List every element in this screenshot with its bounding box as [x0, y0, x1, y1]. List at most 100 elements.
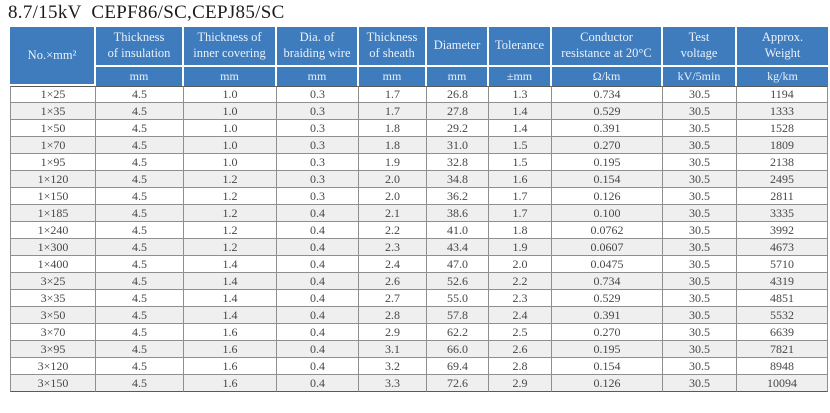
spec-value-cell: 30.5: [663, 375, 737, 392]
spec-value-cell: 0.154: [552, 171, 663, 188]
spec-value-cell: 2.0: [489, 256, 552, 273]
spec-value-cell: 4.5: [96, 273, 184, 290]
column-unit: mm: [96, 67, 184, 86]
spec-value-cell: 2.8: [489, 358, 552, 375]
spec-value-cell: 2.2: [489, 273, 552, 290]
spec-value-cell: 0.4: [277, 290, 359, 307]
spec-value-cell: 4.5: [96, 120, 184, 137]
spec-value-cell: 2.9: [489, 375, 552, 392]
spec-value-cell: 30.5: [663, 171, 737, 188]
table-row: 1×120 4.5 1.2 0.3 2.0 34.8 1.6 0.154 30.5 2495: [10, 171, 828, 188]
spec-value-cell: 1.0: [184, 137, 277, 154]
spec-value-cell: 1.5: [489, 154, 552, 171]
spec-value-cell: 1809: [737, 137, 828, 154]
spec-value-cell: 0.3: [277, 137, 359, 154]
table-row: 3×150 4.5 1.6 0.4 3.3 72.6 2.9 0.126 30.5 10094: [10, 375, 828, 392]
spec-value-cell: 2.7: [359, 290, 427, 307]
spec-value-cell: 1.0: [184, 120, 277, 137]
table-row: 3×50 4.5 1.4 0.4 2.8 57.8 2.4 0.391 30.5 5532: [10, 307, 828, 324]
spec-value-cell: 30.5: [663, 307, 737, 324]
column-header: Thickness of inner covering: [184, 27, 277, 67]
table-body: 1×25 4.5 1.0 0.3 1.7 26.8 1.3 0.734 30.5 1194 1×35…: [10, 86, 828, 392]
row-label-cell: 1×120: [10, 171, 96, 188]
table-header: No.×mm² Thickness of insulation Thickness …: [10, 27, 828, 86]
spec-value-cell: 0.3: [277, 120, 359, 137]
spec-value-cell: 2811: [737, 188, 828, 205]
spec-value-cell: 4.5: [96, 290, 184, 307]
row-label-cell: 1×240: [10, 222, 96, 239]
spec-value-cell: 0.4: [277, 358, 359, 375]
column-unit: kV/5min: [663, 67, 737, 86]
spec-value-cell: 30.5: [663, 86, 737, 103]
spec-value-cell: 0.4: [277, 324, 359, 341]
table-row: 3×95 4.5 1.6 0.4 3.1 66.0 2.6 0.195 30.5 7821: [10, 341, 828, 358]
spec-value-cell: 4.5: [96, 154, 184, 171]
spec-value-cell: 1.9: [489, 239, 552, 256]
spec-value-cell: 26.8: [427, 86, 489, 103]
spec-value-cell: 30.5: [663, 324, 737, 341]
spec-value-cell: 57.8: [427, 307, 489, 324]
spec-value-cell: 0.529: [552, 290, 663, 307]
column-unit: Ω/km: [552, 67, 663, 86]
spec-value-cell: 0.4: [277, 239, 359, 256]
spec-value-cell: 30.5: [663, 120, 737, 137]
spec-value-cell: 2.5: [489, 324, 552, 341]
spec-value-cell: 30.5: [663, 290, 737, 307]
spec-value-cell: 0.4: [277, 341, 359, 358]
spec-value-cell: 0.0762: [552, 222, 663, 239]
spec-value-cell: 1.2: [184, 239, 277, 256]
spec-value-cell: 0.3: [277, 188, 359, 205]
spec-value-cell: 1.6: [184, 324, 277, 341]
spec-value-cell: 0.734: [552, 86, 663, 103]
row-label-cell: 3×35: [10, 290, 96, 307]
spec-value-cell: 1.0: [184, 154, 277, 171]
table-row: 1×150 4.5 1.2 0.3 2.0 36.2 1.7 0.126 30.5 2811: [10, 188, 828, 205]
spec-value-cell: 7821: [737, 341, 828, 358]
spec-value-cell: 4.5: [96, 239, 184, 256]
row-label-cell: 3×50: [10, 307, 96, 324]
spec-value-cell: 72.6: [427, 375, 489, 392]
table-row: 1×25 4.5 1.0 0.3 1.7 26.8 1.3 0.734 30.5 1194: [10, 86, 828, 103]
spec-value-cell: 1.8: [359, 120, 427, 137]
spec-value-cell: 1528: [737, 120, 828, 137]
page-title: 8.7/15kV CEPF86/SC,CEPJ85/SC: [8, 2, 285, 23]
spec-value-cell: 30.5: [663, 256, 737, 273]
column-header: Approx. Weight: [737, 27, 828, 67]
spec-value-cell: 0.270: [552, 324, 663, 341]
row-label-cell: 1×70: [10, 137, 96, 154]
spec-value-cell: 2.2: [359, 222, 427, 239]
spec-value-cell: 4.5: [96, 324, 184, 341]
row-label-cell: 3×25: [10, 273, 96, 290]
row-label-cell: 1×95: [10, 154, 96, 171]
spec-value-cell: 0.100: [552, 205, 663, 222]
spec-value-cell: 4.5: [96, 188, 184, 205]
column-header: Thickness of sheath: [359, 27, 427, 67]
spec-value-cell: 1.9: [359, 154, 427, 171]
spec-value-cell: 1.5: [489, 137, 552, 154]
spec-value-cell: 0.0475: [552, 256, 663, 273]
column-header: Diameter: [427, 27, 489, 67]
spec-value-cell: 4.5: [96, 358, 184, 375]
spec-value-cell: 30.5: [663, 205, 737, 222]
row-label-cell: 1×400: [10, 256, 96, 273]
spec-value-cell: 6639: [737, 324, 828, 341]
spec-value-cell: 2.1: [359, 205, 427, 222]
column-header: Tolerance: [489, 27, 552, 67]
spec-value-cell: 2.4: [489, 307, 552, 324]
spec-value-cell: 30.5: [663, 137, 737, 154]
cable-spec-table: No.×mm² Thickness of insulation Thickness …: [10, 27, 828, 392]
spec-value-cell: 0.3: [277, 103, 359, 120]
column-unit: mm: [427, 67, 489, 86]
table-row: 1×35 4.5 1.0 0.3 1.7 27.8 1.4 0.529 30.5 1333: [10, 103, 828, 120]
spec-value-cell: 41.0: [427, 222, 489, 239]
spec-value-cell: 4.5: [96, 375, 184, 392]
spec-value-cell: 0.4: [277, 375, 359, 392]
spec-value-cell: 2.6: [489, 341, 552, 358]
spec-value-cell: 4319: [737, 273, 828, 290]
spec-value-cell: 0.3: [277, 86, 359, 103]
table-row: 1×70 4.5 1.0 0.3 1.8 31.0 1.5 0.270 30.5 1809: [10, 137, 828, 154]
spec-value-cell: 1.6: [184, 358, 277, 375]
spec-value-cell: 1.4: [184, 256, 277, 273]
spec-value-cell: 1.3: [489, 86, 552, 103]
spec-value-cell: 30.5: [663, 103, 737, 120]
